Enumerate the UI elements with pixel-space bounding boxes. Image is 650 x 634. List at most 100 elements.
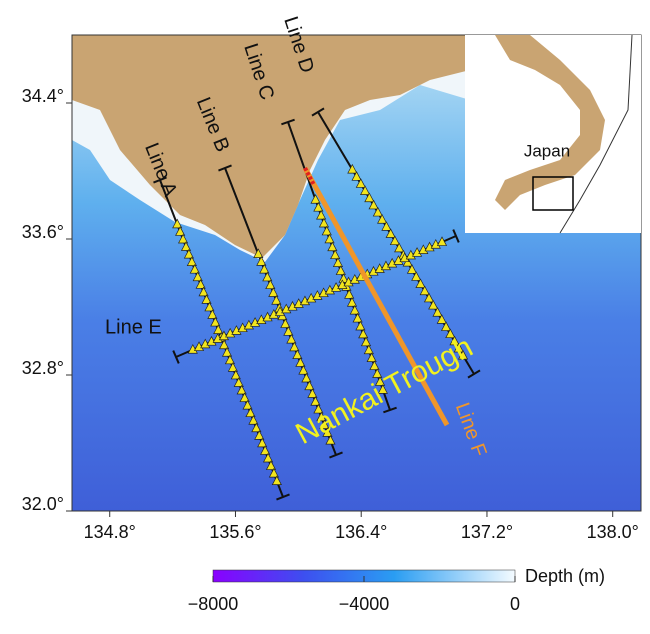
y-tick-label: 32.0°	[22, 494, 64, 514]
station	[175, 226, 186, 236]
station	[355, 178, 366, 188]
station	[406, 264, 418, 274]
station	[394, 242, 405, 253]
station	[260, 445, 271, 455]
inset-japan	[495, 35, 605, 210]
station	[372, 206, 383, 217]
inset: Japan	[465, 34, 641, 234]
station	[280, 318, 291, 328]
colorbar-tick-label: −8000	[188, 594, 239, 614]
station	[298, 364, 309, 375]
station	[242, 399, 253, 410]
station	[415, 278, 426, 288]
survey-line-f-shore	[303, 167, 316, 186]
colorbar-tick-label: −4000	[339, 594, 390, 614]
station	[369, 360, 380, 370]
line-end	[383, 406, 397, 414]
station	[368, 199, 379, 210]
station	[449, 335, 460, 346]
y-tick-label: 33.6°	[22, 222, 64, 242]
station	[372, 368, 383, 378]
station	[360, 185, 371, 195]
station	[377, 384, 388, 394]
line-end	[172, 350, 180, 364]
station	[265, 460, 277, 470]
inset-label: Japan	[524, 141, 570, 160]
station	[307, 388, 318, 398]
station	[358, 328, 369, 339]
station	[292, 349, 303, 359]
station	[436, 314, 447, 324]
station	[301, 372, 312, 383]
station	[344, 289, 355, 299]
line-end	[281, 118, 295, 126]
station	[265, 279, 276, 290]
x-tick-label: 138.0°	[587, 522, 639, 542]
station	[319, 419, 330, 429]
inset-trench	[559, 34, 633, 234]
station	[436, 236, 448, 246]
station	[313, 403, 324, 414]
line-end	[276, 493, 290, 501]
x-tick-label: 135.6°	[209, 522, 261, 542]
station	[352, 312, 363, 323]
station	[271, 294, 282, 305]
station	[316, 411, 327, 422]
station	[335, 265, 346, 275]
station	[172, 218, 183, 229]
station	[351, 171, 362, 181]
station	[453, 342, 464, 353]
station	[180, 241, 192, 251]
station	[268, 467, 280, 478]
station	[310, 396, 321, 406]
station	[227, 362, 238, 372]
station	[355, 320, 366, 331]
y-tick-label: 32.8°	[22, 358, 64, 378]
station	[313, 201, 324, 212]
station	[324, 233, 335, 244]
station	[289, 341, 300, 352]
station	[363, 344, 374, 355]
station	[419, 285, 430, 296]
station	[295, 357, 306, 367]
station	[262, 271, 273, 282]
station	[192, 271, 203, 282]
station	[236, 384, 247, 395]
station	[411, 271, 422, 281]
line-end	[467, 369, 481, 379]
station	[316, 209, 327, 220]
station	[366, 352, 377, 363]
station	[262, 452, 274, 463]
station	[327, 241, 338, 252]
station	[271, 475, 282, 485]
station	[201, 294, 212, 304]
station	[219, 339, 230, 350]
station	[189, 263, 200, 274]
station	[389, 235, 401, 246]
station	[332, 257, 344, 267]
station	[177, 233, 189, 244]
x-tick-label: 134.8°	[84, 522, 136, 542]
station	[330, 249, 341, 260]
station	[256, 256, 267, 266]
station	[207, 309, 218, 319]
station	[268, 287, 279, 297]
station	[204, 301, 215, 312]
station	[254, 430, 265, 440]
station	[349, 304, 360, 315]
station	[283, 326, 294, 336]
y-tick-label: 34.4°	[22, 86, 64, 106]
line-end	[329, 451, 343, 459]
station	[239, 392, 250, 402]
colorbar-tick-label: 0	[510, 594, 520, 614]
line-end	[452, 229, 460, 243]
line-end	[153, 176, 167, 184]
station	[224, 354, 236, 365]
line-label: Line E	[105, 316, 162, 338]
land	[72, 35, 470, 258]
station	[248, 414, 259, 425]
station	[233, 377, 244, 387]
station	[360, 336, 372, 347]
station	[381, 221, 392, 231]
station	[221, 347, 233, 357]
